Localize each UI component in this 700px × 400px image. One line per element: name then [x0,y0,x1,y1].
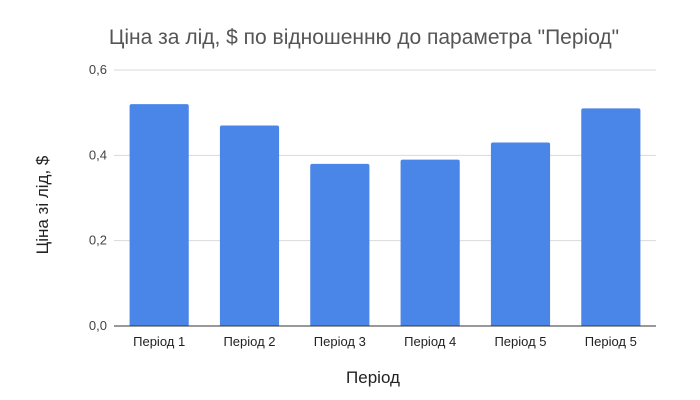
x-axis-ticks: Період 1 Період 2 Період 3 Період 4 Період 5… [133,334,637,349]
x-tick-label: Період 4 [404,334,456,349]
y-tick-label: 0,4 [89,147,107,162]
bar [400,159,460,326]
gridlines [114,69,656,242]
x-tick-label: Період 5 [585,334,637,349]
x-axis-title: Період [346,368,400,387]
bar [581,108,641,327]
bar [129,104,189,326]
y-axis-title: Ціна зі лід, $ [33,155,52,254]
bar [490,142,551,326]
x-tick-label: Період 3 [314,334,366,349]
x-tick-label: Період 1 [133,334,185,349]
y-tick-label: 0,0 [89,318,107,333]
bar [310,163,370,326]
x-tick-label: Період 5 [494,334,546,349]
y-tick-label: 0,2 [89,233,107,248]
y-tick-label: 0,6 [89,62,107,77]
y-axis-ticks: 0,0 0,2 0,4 0,6 [89,62,107,333]
bar [219,125,280,326]
chart-title: Ціна за лід, $ по відношенню до параметр… [109,26,619,49]
x-tick-label: Період 2 [223,334,275,349]
bars [129,104,641,327]
